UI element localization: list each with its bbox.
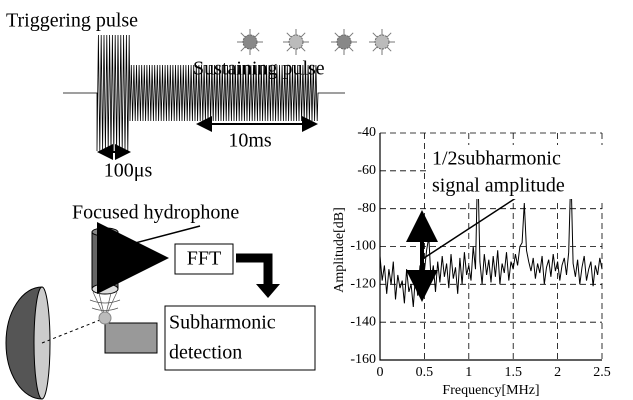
label: Subharmonic: [169, 312, 276, 334]
sample: [104, 322, 158, 354]
axes: [379, 133, 602, 361]
spike: [348, 32, 354, 38]
x-tick-label: 0: [377, 365, 384, 380]
spike: [334, 32, 340, 38]
x-tick-label: 1: [465, 365, 472, 380]
spike: [386, 46, 392, 52]
spike: [300, 46, 306, 52]
spike: [372, 46, 378, 52]
y-tick-label: -40: [357, 125, 376, 140]
spike: [286, 32, 292, 38]
spike: [300, 32, 306, 38]
focus-line: [41, 317, 106, 344]
waveform: [63, 34, 345, 152]
spike: [240, 46, 246, 52]
hydrophone: [91, 231, 119, 289]
lens: [91, 283, 119, 295]
x-axis-label: Frequency[MHz]: [442, 383, 539, 398]
bubble: [242, 34, 258, 50]
bubble: [374, 34, 390, 50]
x-tick-label: 1.5: [504, 365, 522, 380]
spike: [254, 46, 260, 52]
spike: [240, 32, 246, 38]
x-tick-label: 0.5: [416, 365, 434, 380]
annotation-pointer: [423, 193, 523, 259]
hydrophone-top: [91, 227, 119, 237]
label: 10ms: [228, 130, 272, 152]
bubble: [288, 34, 304, 50]
label: Triggering pulse: [6, 10, 138, 32]
bubble: [98, 311, 112, 325]
annotation-bg: [428, 145, 614, 199]
label: 100μs: [104, 160, 153, 182]
spike: [372, 32, 378, 38]
spike: [348, 46, 354, 52]
label: detection: [169, 342, 242, 364]
spike: [386, 32, 392, 38]
chart: Amplitude[dB] Frequency[MHz] -40 -60 -80 -1…: [332, 125, 614, 398]
bubbles: [237, 29, 395, 55]
arrow-head: [256, 284, 280, 298]
y-tick-label: -60: [357, 163, 376, 178]
spike: [254, 32, 260, 38]
box: [174, 243, 234, 275]
y-tick-label: -80: [357, 201, 376, 216]
annotation: 1/2subharmonic: [432, 148, 561, 170]
x-tick-label: 2: [554, 365, 561, 380]
label: Focused hydrophone: [72, 202, 239, 224]
annotation: signal amplitude: [432, 175, 565, 197]
x-tick-label: 2.5: [593, 365, 611, 380]
arrow: [236, 253, 273, 286]
bubble: [336, 34, 352, 50]
box: [164, 305, 316, 371]
label: FFT: [187, 248, 221, 270]
y-axis-label: Amplitude[dB]: [332, 207, 347, 293]
y-tick-label: -140: [350, 314, 376, 329]
y-tick-label: -120: [350, 277, 376, 292]
y-tick-label: -100: [350, 239, 376, 254]
spike: [286, 46, 292, 52]
y-tick-label: -160: [350, 352, 376, 367]
spike: [334, 46, 340, 52]
